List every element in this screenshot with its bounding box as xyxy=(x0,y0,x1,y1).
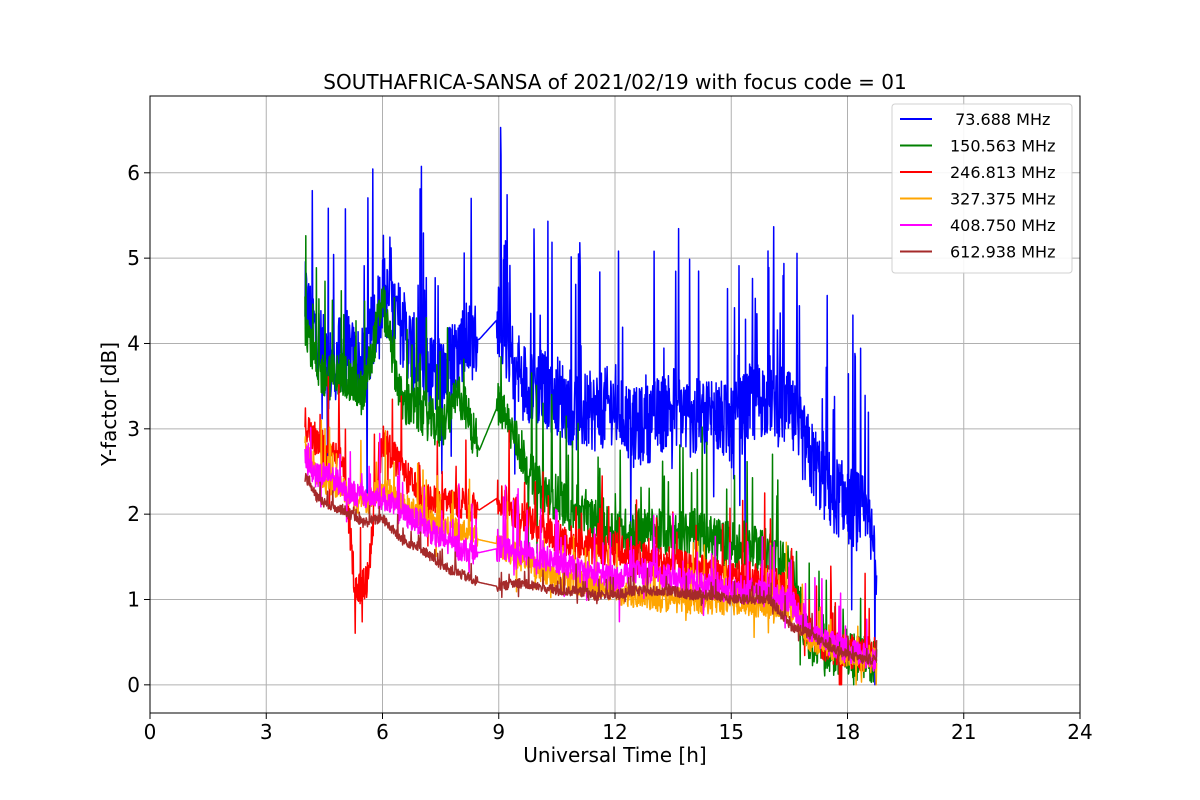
chart-title: SOUTHAFRICA-SANSA of 2021/02/19 with foc… xyxy=(323,70,907,94)
x-tick-label: 21 xyxy=(951,720,976,744)
x-tick-label: 0 xyxy=(144,720,157,744)
legend-label-3: 327.375 MHz xyxy=(950,190,1055,209)
y-tick-label: 2 xyxy=(127,502,140,526)
y-tick-label: 3 xyxy=(127,417,140,441)
x-tick-label: 3 xyxy=(260,720,273,744)
legend-label-2: 246.813 MHz xyxy=(950,163,1055,182)
legend-label-0: 73.688 MHz xyxy=(950,110,1050,129)
legend-label-5: 612.938 MHz xyxy=(950,243,1055,262)
x-tick-label: 6 xyxy=(376,720,389,744)
legend: 73.688 MHz 150.563 MHz 246.813 MHz 327.375 … xyxy=(891,103,1073,274)
x-tick-label: 24 xyxy=(1067,720,1092,744)
series-group xyxy=(304,126,878,686)
x-tick-label: 15 xyxy=(719,720,744,744)
series-line-5 xyxy=(304,472,878,666)
y-tick-label: 0 xyxy=(127,673,140,697)
y-tick-label: 4 xyxy=(127,331,140,355)
x-axis-label: Universal Time [h] xyxy=(523,743,706,767)
legend-label-1: 150.563 MHz xyxy=(950,137,1055,156)
x-tick-label: 12 xyxy=(602,720,627,744)
y-axis-label: Y-factor [dB] xyxy=(97,342,121,467)
x-tick-label: 9 xyxy=(492,720,505,744)
series-line-4 xyxy=(304,426,878,672)
y-axis-ticks: 0 1 2 3 4 5 6 xyxy=(127,161,150,697)
legend-label-4: 408.750 MHz xyxy=(950,216,1055,235)
y-tick-label: 1 xyxy=(127,587,140,611)
x-axis-ticks: 0 3 6 9 12 15 18 21 24 xyxy=(144,713,1093,744)
y-tick-label: 5 xyxy=(127,246,140,270)
legend-box xyxy=(891,103,1073,274)
x-tick-label: 18 xyxy=(835,720,860,744)
y-tick-label: 6 xyxy=(127,161,140,185)
series-line-0 xyxy=(304,126,878,686)
